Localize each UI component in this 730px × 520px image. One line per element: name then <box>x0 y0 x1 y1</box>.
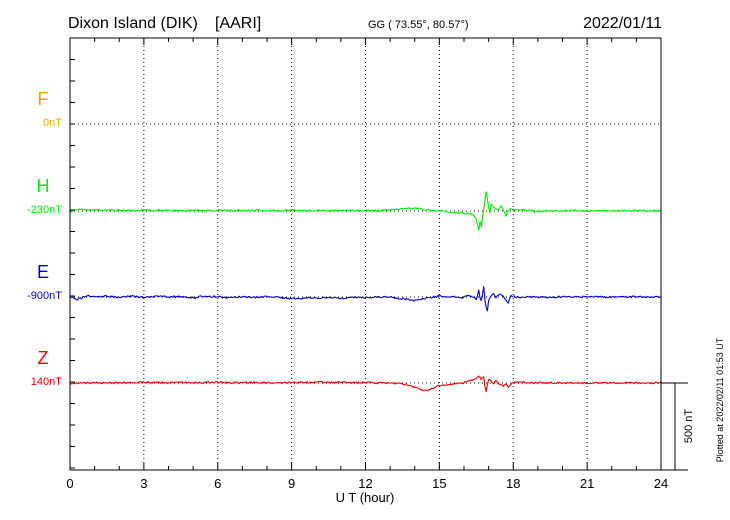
series-E-line <box>69 286 662 312</box>
x-tick-label: 9 <box>288 476 295 491</box>
x-tick-label: 12 <box>358 476 372 491</box>
x-tick-label: 3 <box>140 476 147 491</box>
series-layer <box>69 123 662 393</box>
series-H-name: H <box>37 176 50 196</box>
series-H-baseline: -230nT <box>27 204 62 216</box>
scale-bar-label: 500 nT <box>683 409 695 444</box>
plotted-timestamp: Plotted at 2022/02/11 01:53 UT <box>715 337 725 462</box>
x-axis-label: U T (hour) <box>336 490 395 505</box>
grid <box>143 38 588 470</box>
x-tick-label: 24 <box>654 476 668 491</box>
coordinates-label: GG ( 73.55°, 80.57°) <box>368 19 469 31</box>
x-tick-label: 18 <box>506 476 520 491</box>
series-H-line <box>69 191 661 231</box>
series-F-name: F <box>38 89 49 109</box>
series-F-baseline: 0nT <box>43 117 62 129</box>
series-Z-line <box>69 375 662 393</box>
scale-bar: 500 nT <box>661 382 695 471</box>
date-label: 2022/01/11 <box>583 15 662 32</box>
x-axis: 0 3 6 9 12 15 18 21 24 <box>66 38 668 491</box>
x-tick-label: 0 <box>66 476 73 491</box>
x-tick-label: 15 <box>432 476 446 491</box>
x-tick-label: 21 <box>580 476 594 491</box>
series-labels: F 0nT H -230nT E -900nT Z 140nT <box>27 89 62 388</box>
series-Z-name: Z <box>38 348 49 368</box>
series-Z-baseline: 140nT <box>31 376 62 388</box>
institute-label: [AARI] <box>215 15 261 32</box>
series-E-baseline: -900nT <box>27 290 62 302</box>
station-title: Dixon Island (DIK) <box>68 15 198 32</box>
series-E-name: E <box>37 262 49 282</box>
x-tick-label: 6 <box>214 476 221 491</box>
